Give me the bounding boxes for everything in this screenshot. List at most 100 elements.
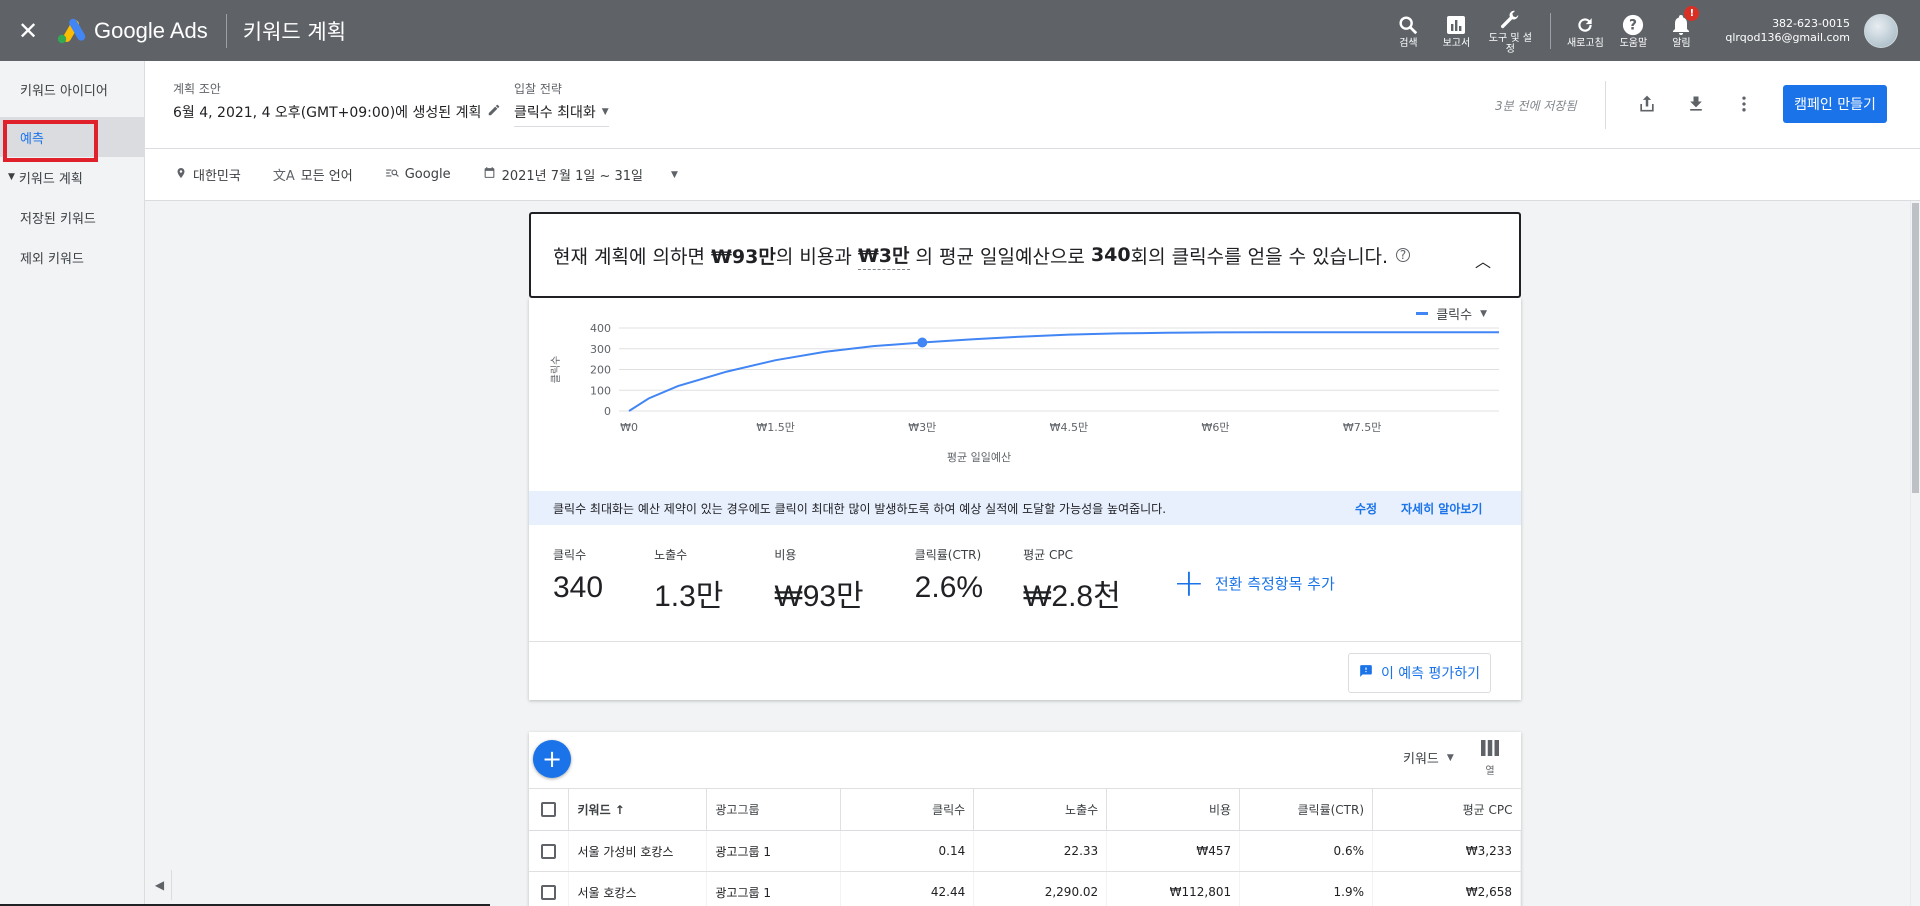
bell-icon: !	[1671, 6, 1700, 38]
page-title: 키워드 계획	[242, 19, 347, 44]
table-row: 서울 호캉스 광고그룹 1 42.44 2,290.02 ₩112,801 1.…	[529, 871, 1521, 906]
brand-name: Google Ads	[94, 17, 208, 43]
refresh-icon	[1575, 12, 1595, 38]
language-filter[interactable]: 文A 모든 언어	[273, 165, 353, 184]
close-icon[interactable]: ✕	[17, 16, 39, 45]
svg-text:?: ?	[1629, 18, 1637, 34]
table-header-row: 키워드 ↑ 광고그룹 클릭수 노출수 비용 클릭률(CTR) 평균 CPC	[529, 788, 1521, 831]
download-icon[interactable]	[1683, 91, 1709, 117]
nav-item-label: 저장된 키워드	[20, 211, 96, 227]
chart-metric-selector[interactable]: 클릭수 ▼	[1416, 304, 1487, 323]
help-label: 도움말	[1619, 38, 1648, 49]
y-tick-label: 100	[590, 384, 611, 397]
chevron-up-icon[interactable]: ︿	[1474, 252, 1491, 271]
nav-item-saved-keywords[interactable]: 저장된 키워드	[0, 197, 144, 237]
language-value: 모든 언어	[300, 169, 353, 184]
scrollbar-thumb[interactable]	[1912, 203, 1919, 493]
account-info[interactable]: 382-623-0015 qlrqod136@gmail.com	[1725, 17, 1850, 45]
edit-pencil-icon[interactable]	[487, 103, 501, 121]
column-header-keyword[interactable]: 키워드 ↑	[568, 788, 708, 831]
wrench-icon	[1499, 7, 1521, 33]
rate-forecast-button[interactable]: 이 예측 평가하기	[1347, 653, 1491, 693]
ctr-cell: 1.9%	[1239, 871, 1374, 906]
bid-strategy-block[interactable]: 입찰 전략 클릭수 최대화 ▼	[514, 80, 609, 127]
column-header-ctr[interactable]: 클릭률(CTR)	[1239, 788, 1374, 831]
nav-item-keyword-plan[interactable]: ▼ 키워드 계획	[0, 157, 144, 197]
filter-bar: 대한민국 文A 모든 언어 Google 2021년 7월 1일 ~ 31일 ▼	[145, 149, 1920, 201]
add-conversion-metric-button[interactable]: + 전환 측정항목 추가	[1173, 561, 1335, 605]
refresh-button[interactable]: 새로고침	[1561, 12, 1609, 49]
search-button[interactable]: 검색	[1384, 12, 1432, 49]
nav-item-forecast[interactable]: 예측	[0, 117, 144, 162]
search-icon	[1397, 12, 1419, 38]
select-all-checkbox[interactable]	[541, 802, 557, 817]
metric-value: ₩93만	[774, 580, 864, 613]
plus-icon: +	[1173, 561, 1205, 605]
summary-clicks: 340	[1090, 244, 1131, 266]
edit-link[interactable]: 수정	[1355, 501, 1378, 516]
column-header-cost[interactable]: 비용	[1106, 788, 1241, 831]
column-header-label: 키워드	[577, 803, 611, 817]
summary-text-3: 의 평균 일일예산으로	[915, 245, 1085, 268]
refresh-label: 새로고침	[1566, 38, 1604, 49]
location-value: 대한민국	[193, 169, 241, 184]
add-keyword-button[interactable]: +	[533, 740, 571, 778]
metric-label: 클릭률(CTR)	[914, 548, 982, 562]
avg-cpc-cell: ₩2,658	[1372, 871, 1521, 906]
view-selector[interactable]: 키워드 ▼	[1403, 748, 1454, 767]
learn-more-link[interactable]: 자세히 알아보기	[1401, 501, 1483, 516]
column-header-avg-cpc[interactable]: 평균 CPC	[1372, 788, 1521, 831]
help-button[interactable]: ? 도움말	[1609, 12, 1657, 49]
highlight-box	[3, 120, 98, 162]
columns-button[interactable]: 열	[1481, 740, 1499, 777]
reports-label: 보고서	[1442, 38, 1471, 49]
plan-name-block: 계획 조안 6월 4, 2021, 4 오후(GMT+09:00)에 생성된 계…	[173, 80, 501, 122]
nav-item-label: 예측	[20, 131, 44, 147]
create-campaign-button[interactable]: 캠페인 만들기	[1783, 85, 1887, 123]
top-app-bar: ✕ Google Ads 키워드 계획 검색 보고서 도구 및 설정	[0, 0, 1920, 61]
summary-budget[interactable]: ₩3만	[857, 241, 910, 270]
x-tick-label: ₩3만	[908, 421, 936, 434]
network-filter[interactable]: Google	[385, 167, 451, 183]
keyword-cell: 서울 호캉스	[568, 871, 708, 906]
columns-label: 열	[1485, 766, 1495, 777]
avatar[interactable]	[1864, 13, 1898, 48]
row-checkbox[interactable]	[541, 843, 557, 859]
nav-item-negative-keywords[interactable]: 제외 키워드	[0, 237, 144, 277]
vertical-scrollbar[interactable]	[1910, 201, 1920, 906]
location-pin-icon	[175, 166, 187, 184]
notifications-button[interactable]: ! 알림	[1657, 6, 1705, 49]
nav-item-label: 제외 키워드	[20, 251, 84, 267]
more-vert-icon[interactable]	[1731, 91, 1757, 117]
row-select-cell	[529, 830, 570, 872]
google-ads-logo: Google Ads	[56, 18, 208, 44]
reports-button[interactable]: 보고서	[1432, 12, 1480, 49]
column-header-impressions[interactable]: 노출수	[973, 788, 1108, 831]
row-checkbox[interactable]	[541, 884, 557, 900]
share-icon[interactable]	[1634, 91, 1660, 117]
forecast-summary: 현재 계획에 의하면 ₩93만 의 비용과 ₩3만 의 평균 일일예산으로 340…	[529, 212, 1521, 298]
forecast-chart-card: 클릭수 ▼ 0 100 200 300 400 ₩0 ₩1.5만 ₩3만 ₩4.5만 ₩6만 ₩7.…	[529, 298, 1521, 700]
column-header-ad-group[interactable]: 광고그룹	[706, 788, 842, 831]
plan-name: 6월 4, 2021, 4 오후(GMT+09:00)에 생성된 계획	[173, 105, 482, 121]
metric-value: ₩2.8천	[1023, 580, 1121, 613]
help-circle-icon[interactable]: ?	[1396, 248, 1411, 262]
window-edge	[0, 904, 490, 906]
y-tick-label: 400	[590, 322, 611, 335]
column-header-clicks[interactable]: 클릭수	[840, 788, 975, 831]
info-text: 클릭수 최대화는 예산 제약이 있는 경우에도 클릭이 최대한 많이 발생하도록…	[553, 501, 1167, 516]
collapse-nav-arrow-icon[interactable]: ◀	[148, 870, 172, 900]
x-tick-label: ₩4.5만	[1050, 421, 1089, 434]
add-conversion-label: 전환 측정항목 추가	[1214, 574, 1335, 593]
location-filter[interactable]: 대한민국	[175, 165, 241, 184]
metric-label: 비용	[774, 548, 797, 562]
nav-item-keyword-ideas[interactable]: 키워드 아이디어	[0, 69, 144, 109]
metric-value: 1.3만	[654, 580, 724, 613]
x-tick-label: ₩1.5만	[756, 421, 795, 434]
y-tick-label: 200	[590, 364, 611, 377]
date-range-filter[interactable]: 2021년 7월 1일 ~ 31일 ▼	[483, 165, 678, 184]
tools-settings-button[interactable]: 도구 및 설정	[1480, 7, 1540, 55]
tools-settings-label: 도구 및 설정	[1488, 32, 1532, 55]
bid-strategy-label: 입찰 전략	[514, 82, 562, 96]
